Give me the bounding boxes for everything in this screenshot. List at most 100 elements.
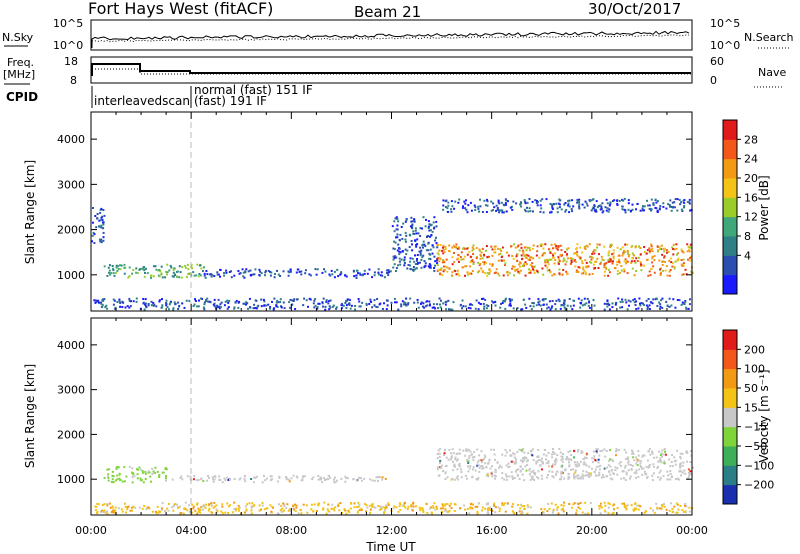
velocity-echo-pixel [540, 508, 543, 511]
velocity-echo-pixel [466, 507, 469, 510]
power-echo-pixel [238, 272, 241, 275]
velocity-echo-pixel [430, 511, 433, 514]
velocity-echo-pixel [460, 471, 463, 473]
velocity-echo-pixel [447, 510, 450, 513]
velocity-echo-pixel [634, 507, 637, 510]
velocity-echo-pixel [317, 478, 320, 481]
velocity-echo-pixel [221, 505, 224, 508]
velocity-echo-pixel [487, 475, 490, 478]
velocity-echo-pixel [250, 478, 253, 480]
velocity-echo-pixel [443, 504, 446, 507]
velocity-echo-pixel [199, 508, 202, 511]
power-echo-pixel [567, 202, 570, 205]
power-echo-pixel [688, 250, 691, 253]
velocity-echo-pixel [542, 462, 544, 465]
power-echo-pixel [233, 307, 236, 310]
velocity-echo-pixel [485, 465, 488, 468]
power-echo-pixel [474, 209, 477, 212]
velocity-echo-pixel [685, 450, 688, 453]
power-echo-pixel [653, 255, 656, 257]
power-echo-pixel [532, 257, 535, 260]
power-echo-pixel [327, 300, 330, 303]
power-ytick-label: 1000 [57, 269, 85, 282]
power-echo-pixel [681, 273, 684, 276]
velocity-echo-pixel [623, 448, 626, 451]
velocity-echo-pixel [673, 505, 676, 508]
power-echo-pixel [524, 202, 527, 205]
power-echo-pixel [441, 274, 444, 277]
power-echo-pixel [672, 253, 675, 256]
power-echo-pixel [216, 271, 219, 274]
power-echo-pixel [178, 276, 181, 279]
velocity-echo-pixel [491, 475, 494, 478]
velocity-echo-pixel [529, 478, 532, 481]
velocity-echo-pixel [123, 502, 126, 505]
power-echo-pixel [507, 254, 510, 257]
velocity-echo-pixel [364, 503, 367, 505]
velocity-echo-pixel [146, 506, 149, 509]
velocity-echo-pixel [630, 468, 633, 471]
power-echo-pixel [426, 304, 429, 307]
velocity-echo-pixel [481, 467, 484, 470]
velocity-echo-pixel [590, 467, 593, 470]
power-echo-pixel [123, 263, 126, 266]
power-echo-pixel [465, 199, 467, 202]
velocity-echo-pixel [244, 505, 247, 508]
velocity-echo-pixel [580, 476, 583, 479]
power-echo-pixel [405, 234, 408, 237]
power-echo-pixel [413, 218, 416, 221]
power-echo-pixel [395, 228, 398, 231]
velocity-echo-pixel [324, 479, 326, 481]
power-echo-pixel [680, 259, 683, 262]
power-echo-pixel [417, 306, 420, 309]
power-echo-pixel [490, 209, 493, 212]
power-colorbar-segment [723, 120, 737, 140]
velocity-echo-pixel [582, 470, 585, 473]
power-echo-pixel [399, 233, 402, 236]
power-echo-pixel [492, 301, 495, 304]
velocity-echo-pixel [162, 471, 165, 474]
power-echo-pixel [651, 255, 654, 258]
velocity-echo-pixel [165, 475, 167, 477]
power-echo-pixel [178, 304, 181, 307]
velocity-echo-pixel [577, 449, 580, 452]
power-echo-pixel [510, 245, 512, 248]
power-echo-pixel [433, 255, 436, 258]
velocity-echo-pixel [121, 480, 124, 483]
velocity-echo-pixel [478, 466, 481, 469]
power-echo-pixel [607, 252, 610, 254]
velocity-echo-pixel [681, 509, 684, 512]
power-echo-pixel [585, 266, 588, 269]
velocity-echo-pixel [433, 502, 436, 505]
power-echo-pixel [102, 236, 105, 239]
velocity-echo-pixel [372, 506, 375, 509]
velocity-echo-pixel [515, 458, 518, 461]
power-echo-pixel [540, 245, 543, 248]
power-echo-pixel [646, 204, 649, 207]
velocity-echo-pixel [609, 465, 612, 468]
velocity-echo-pixel [506, 451, 508, 454]
velocity-echo-pixel [663, 460, 666, 463]
power-echo-pixel [588, 301, 591, 304]
velocity-echo-pixel [265, 507, 268, 510]
velocity-echo-pixel [442, 469, 444, 472]
velocity-echo-pixel [395, 506, 398, 509]
velocity-echo-pixel [503, 502, 506, 505]
power-echo-pixel [373, 274, 376, 277]
power-echo-pixel [433, 269, 436, 272]
power-echo-pixel [378, 303, 381, 306]
power-echo-pixel [428, 300, 431, 303]
power-echo-pixel [318, 302, 321, 305]
velocity-echo-pixel [358, 504, 361, 507]
power-echo-pixel [451, 246, 454, 249]
velocity-echo-pixel [264, 479, 267, 482]
power-echo-pixel [647, 274, 650, 277]
velocity-echo-pixel [356, 511, 359, 514]
power-echo-pixel [439, 268, 442, 271]
power-echo-pixel [445, 258, 448, 261]
power-echo-pixel [481, 211, 484, 213]
velocity-echo-pixel [277, 512, 280, 515]
power-echo-pixel [551, 305, 554, 308]
power-echo-pixel [136, 272, 139, 275]
